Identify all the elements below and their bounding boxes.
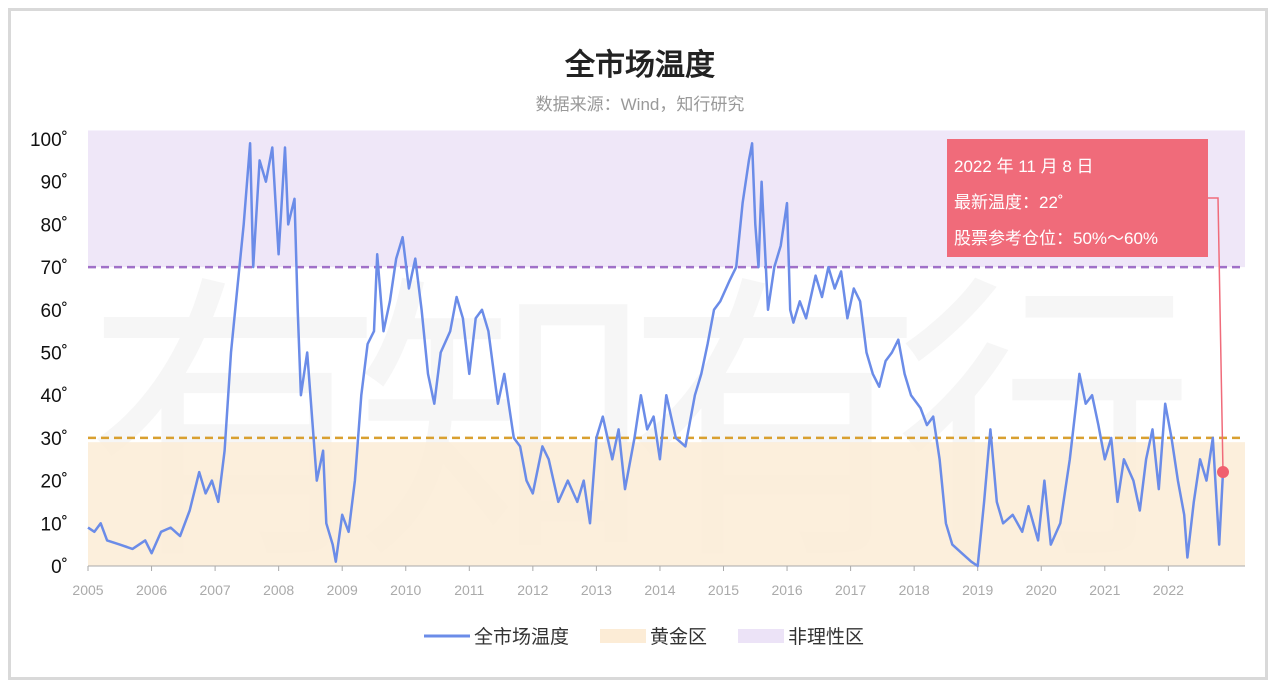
x-tick-label: 2018 (899, 582, 930, 598)
y-tick-label: 60˚ (41, 301, 68, 322)
y-tick-label: 20˚ (41, 472, 68, 493)
x-tick-label: 2010 (390, 582, 421, 598)
x-tick-label: 2015 (708, 582, 739, 598)
y-tick-label: 40˚ (41, 386, 68, 407)
y-tick-label: 80˚ (41, 215, 68, 236)
y-tick-label: 10˚ (41, 514, 68, 535)
x-tick-label: 2011 (454, 582, 484, 598)
chart-title: 全市场温度 (565, 49, 715, 82)
x-tick-label: 2012 (517, 582, 548, 598)
legend-label: 黄金区 (650, 626, 707, 648)
y-tick-label: 0˚ (51, 557, 68, 578)
y-tick-label: 50˚ (41, 344, 68, 365)
y-tick-label: 30˚ (41, 429, 68, 450)
x-tick-label: 2014 (644, 582, 675, 598)
y-tick-label: 90˚ (41, 173, 68, 194)
chart-frame (8, 8, 1268, 680)
tooltip-date: 2022 年 11 月 8 日 (954, 157, 1094, 176)
series-line-market-temperature (87, 142, 1225, 568)
x-tick-label: 2005 (72, 582, 103, 598)
y-tick-label: 100˚ (30, 130, 68, 151)
x-tick-label: 2019 (962, 582, 993, 598)
x-tick-label: 2006 (136, 582, 167, 598)
x-tick-label: 2017 (835, 582, 866, 598)
legend-label: 非理性区 (788, 626, 864, 648)
latest-tooltip: 2022 年 11 月 8 日 最新温度：22˚ 股票参考仓位：50%～60% (947, 139, 1208, 257)
x-tick-label: 2013 (581, 582, 612, 598)
tooltip-connector (1208, 197, 1224, 473)
legend-golden-icon (600, 629, 646, 643)
x-tick-label: 2022 (1153, 582, 1184, 598)
x-tick-label: 2016 (771, 582, 802, 598)
legend-label: 全市场温度 (474, 626, 569, 648)
latest-point (1217, 466, 1230, 479)
chart-subtitle: 数据来源：Wind，知行研究 (535, 95, 745, 114)
x-tick-label: 2007 (200, 582, 231, 598)
x-tick-label: 2009 (327, 582, 358, 598)
band-golden (88, 442, 1245, 566)
tooltip-temp: 最新温度：22˚ (954, 193, 1064, 212)
legend-irrational-icon (738, 629, 784, 643)
x-tick-label: 2020 (1026, 582, 1057, 598)
x-tick-label: 2021 (1089, 582, 1120, 598)
tooltip-position: 股票参考仓位：50%～60% (954, 229, 1159, 248)
y-tick-label: 70˚ (41, 258, 68, 279)
x-tick-label: 2008 (263, 582, 294, 598)
